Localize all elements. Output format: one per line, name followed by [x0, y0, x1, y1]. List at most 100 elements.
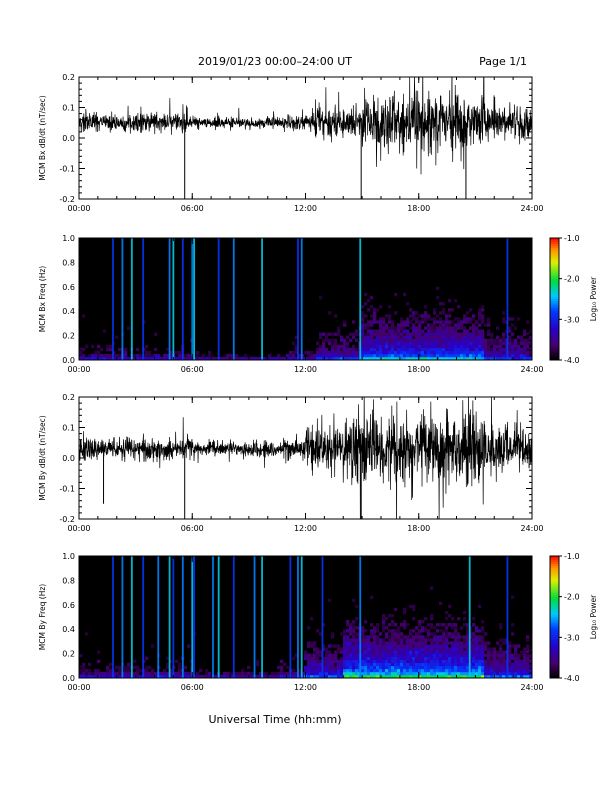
spectrogram-cell: [292, 350, 296, 355]
spectrogram-cell: [424, 641, 428, 645]
spectrogram-cell: [337, 329, 341, 333]
spectrogram-cell: [424, 347, 428, 352]
spectrogram-cell: [448, 613, 452, 618]
spectrogram-cell: [163, 674, 167, 679]
spectrogram-cell: [427, 647, 431, 651]
spectrogram-cell: [106, 674, 110, 679]
spectrogram-cell: [514, 647, 518, 651]
spectrogram-cell: [370, 347, 374, 352]
spectrogram-cell: [481, 662, 485, 667]
spectrogram-cell: [361, 323, 365, 327]
spectrogram-cell: [472, 356, 476, 361]
spectrogram-cell: [376, 638, 380, 642]
spectrogram-cell: [364, 629, 368, 633]
spectrogram-cell: [499, 668, 503, 673]
spectrogram-cell: [316, 656, 320, 660]
spectrogram-cell: [442, 647, 446, 651]
spectrogram-cell: [463, 650, 467, 654]
spectrogram-cell: [415, 659, 419, 664]
spectrogram-cell: [379, 665, 383, 670]
spectrogram-cell: [91, 353, 95, 358]
spectrogram-cell: [85, 344, 89, 349]
spectrogram-cell: [361, 626, 365, 630]
colorbar-cell: [550, 242, 559, 245]
spectrogram-cell: [322, 344, 326, 349]
spectrogram-cell: [406, 332, 410, 336]
spectrogram-cell: [421, 320, 425, 324]
spectrogram-cell: [361, 341, 365, 346]
spectrogram-cell: [394, 632, 398, 636]
spectrogram-cell: [397, 662, 401, 667]
spectrogram-cell: [424, 668, 428, 673]
spectrogram-cell: [487, 323, 491, 327]
spectrogram-cell: [229, 674, 233, 679]
spectrogram-cell: [433, 308, 437, 312]
spectrogram-cell: [433, 653, 437, 657]
spectrogram-cell: [427, 350, 431, 355]
spectrogram-cell: [424, 344, 428, 349]
spectrogram-cell: [367, 647, 371, 651]
spectrogram-cell: [412, 653, 416, 657]
spectrogram-cell: [406, 317, 410, 321]
spectrogram-cell: [433, 641, 437, 645]
page-number: Page 1/1: [479, 55, 527, 68]
colorbar-tick-label: -2.0: [564, 593, 580, 602]
spectrogram-cell: [433, 656, 437, 660]
spectrogram-cell: [499, 341, 503, 346]
spectrogram-cell: [394, 650, 398, 654]
spectrogram-cell: [409, 650, 413, 654]
spectrogram-cell: [409, 344, 413, 349]
spectrogram-cell: [523, 650, 527, 654]
spectrogram-cell: [394, 353, 398, 358]
spectrogram-cell: [439, 353, 443, 358]
spectrogram-cell: [418, 344, 422, 349]
spectrogram-cell: [475, 641, 479, 645]
spectrogram-cell: [448, 671, 452, 676]
spectrogram-cell: [373, 338, 377, 342]
spectrogram-cell: [520, 341, 524, 346]
spectrogram-cell: [94, 668, 98, 673]
spectrogram-cell: [481, 344, 485, 349]
spectrogram-cell: [205, 674, 209, 679]
spectrogram-streak: [232, 238, 235, 360]
spectrogram-cell: [457, 338, 461, 342]
spectrogram-cell: [385, 659, 389, 664]
spectrogram-cell: [514, 665, 518, 670]
spectrogram-cell: [79, 347, 83, 352]
spectrogram-cell: [352, 344, 356, 349]
spectrogram-cell: [469, 332, 473, 336]
spectrogram-cell: [472, 668, 476, 673]
spectrogram-cell: [439, 641, 443, 645]
spectrogram-cell: [442, 671, 446, 676]
spectrogram-cell: [334, 665, 338, 670]
spectrogram-cell: [451, 341, 455, 346]
colorbar-cell: [550, 649, 559, 652]
spectrogram-cell: [478, 329, 482, 333]
spectrogram-cell: [409, 338, 413, 342]
spectrogram-cell: [82, 665, 86, 670]
spectrogram-cell: [439, 601, 443, 606]
spectrogram-cell: [472, 665, 476, 670]
colorbar-cell: [550, 296, 559, 300]
spectrogram-cell: [424, 650, 428, 654]
spectrogram-cell: [340, 650, 344, 654]
spectrogram-cell: [454, 335, 458, 339]
spectrogram-cell: [388, 635, 392, 639]
spectrogram-cell: [418, 620, 422, 624]
spectrogram-cell: [295, 671, 299, 676]
spectrogram-cell: [355, 671, 359, 676]
spectrogram-cell: [421, 647, 425, 651]
spectrogram-cell: [391, 641, 395, 645]
spectrogram-cell: [196, 671, 200, 676]
spectrogram-cell: [388, 356, 392, 361]
spectrogram-cell: [388, 329, 392, 333]
spectrogram-cell: [349, 671, 353, 676]
spectrogram-cell: [409, 604, 413, 609]
spectrogram-cell: [397, 344, 401, 349]
spectrogram-cell: [307, 656, 311, 660]
spectrogram-cell: [421, 644, 425, 648]
spectrogram-cell: [382, 638, 386, 642]
spectrogram-cell: [439, 302, 443, 306]
spectrogram-cell: [511, 662, 515, 667]
spectrogram-cell: [169, 671, 173, 676]
